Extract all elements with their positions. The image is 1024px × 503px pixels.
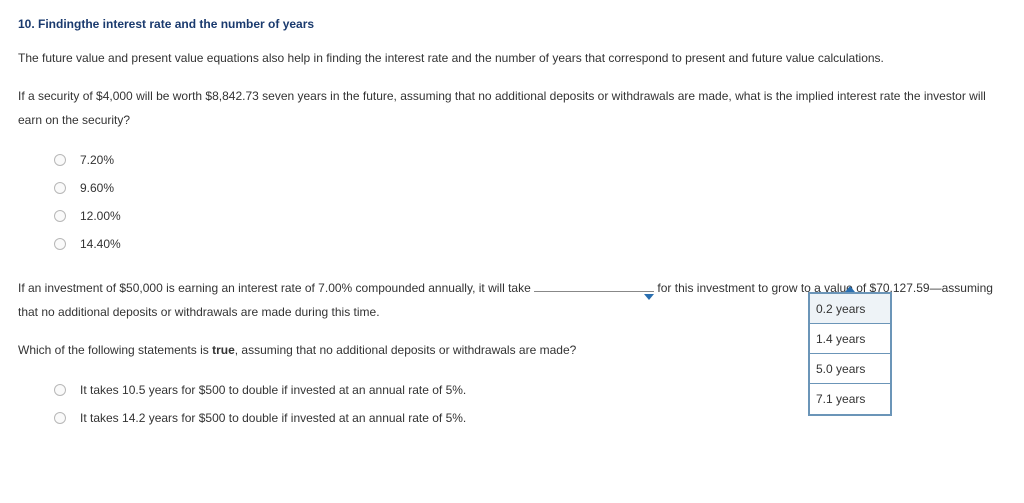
q1-option-3[interactable]: 14.40% xyxy=(54,230,1006,258)
dropdown-option-0[interactable]: 0.2 years xyxy=(810,294,890,324)
intro-paragraph: The future value and present value equat… xyxy=(18,46,1006,70)
question-heading: 10. Findingthe interest rate and the num… xyxy=(18,12,1006,36)
dropdown-option-3[interactable]: 7.1 years xyxy=(810,384,890,414)
radio-icon xyxy=(54,384,66,396)
radio-icon xyxy=(54,238,66,250)
radio-icon xyxy=(54,154,66,166)
option-label: 7.20% xyxy=(80,148,114,172)
radio-icon xyxy=(54,210,66,222)
q3-bold: true xyxy=(212,343,235,357)
option-label: 9.60% xyxy=(80,176,114,200)
caret-down-icon xyxy=(644,294,654,300)
dropdown-option-label: 7.1 years xyxy=(816,387,865,411)
q2-dropdown-menu: 0.2 years 1.4 years 5.0 years 7.1 years xyxy=(808,292,892,416)
q1-option-2[interactable]: 12.00% xyxy=(54,202,1006,230)
option-label: It takes 10.5 years for $500 to double i… xyxy=(80,378,466,402)
option-label: 12.00% xyxy=(80,204,121,228)
caret-up-icon xyxy=(845,286,855,292)
q1-options: 7.20% 9.60% 12.00% 14.40% xyxy=(54,146,1006,258)
q1-option-1[interactable]: 9.60% xyxy=(54,174,1006,202)
q2-block: If an investment of $50,000 is earning a… xyxy=(18,276,1006,324)
option-label: It takes 14.2 years for $500 to double i… xyxy=(80,406,466,430)
dropdown-option-2[interactable]: 5.0 years xyxy=(810,354,890,384)
q3-lead: Which of the following statements is xyxy=(18,343,212,357)
q1-option-0[interactable]: 7.20% xyxy=(54,146,1006,174)
option-label: 14.40% xyxy=(80,232,121,256)
dropdown-option-label: 5.0 years xyxy=(816,357,865,381)
dropdown-option-label: 1.4 years xyxy=(816,327,865,351)
q2-part1: If an investment of $50,000 is earning a… xyxy=(18,281,534,295)
dropdown-option-label: 0.2 years xyxy=(816,297,865,321)
q1-text: If a security of $4,000 will be worth $8… xyxy=(18,84,1006,132)
radio-icon xyxy=(54,182,66,194)
q2-dropdown-trigger[interactable] xyxy=(534,291,654,292)
dropdown-option-1[interactable]: 1.4 years xyxy=(810,324,890,354)
q3-tail: , assuming that no additional deposits o… xyxy=(235,343,577,357)
radio-icon xyxy=(54,412,66,424)
